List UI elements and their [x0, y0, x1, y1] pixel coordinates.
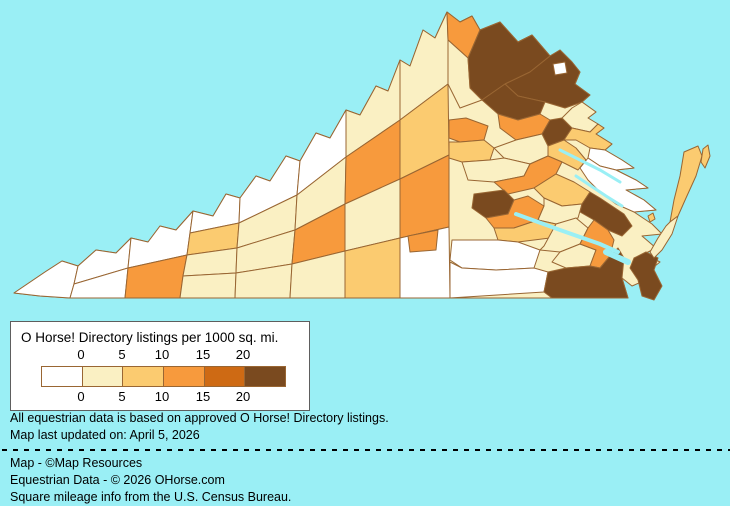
county-region — [407, 229, 439, 253]
county-region — [700, 144, 711, 169]
county-region — [552, 61, 568, 76]
legend-box: O Horse! Directory listings per 1000 sq.… — [10, 321, 310, 411]
county-region — [649, 215, 679, 259]
legend-swatch — [122, 367, 164, 386]
legend-tick-top: 5 — [118, 347, 126, 362]
river-rappahannock — [558, 148, 622, 184]
county-region — [448, 139, 495, 163]
map-credit: Map - ©Map Resources — [10, 456, 143, 470]
county-region — [579, 191, 633, 237]
county-region — [449, 261, 549, 299]
legend-swatch — [203, 367, 245, 386]
county-region — [647, 212, 656, 223]
legend-swatch — [244, 367, 286, 386]
legend-tick-bottom: 0 — [77, 389, 85, 404]
county-region — [563, 123, 613, 151]
county-region — [179, 272, 237, 299]
legend-tick-top: 0 — [77, 347, 85, 362]
county-region — [629, 251, 663, 301]
river-york — [574, 174, 624, 208]
county-region — [493, 155, 563, 195]
legend-swatch — [163, 367, 204, 386]
legend-tick-top: 20 — [235, 347, 251, 362]
legend-swatch — [81, 367, 123, 386]
river-james — [514, 212, 620, 254]
county-region — [579, 157, 657, 213]
data-source-note: All equestrian data is based on approved… — [10, 411, 389, 425]
virginia-county-map — [13, 11, 711, 301]
county-region — [543, 247, 629, 299]
legend-color-ramp — [41, 366, 286, 387]
water-hampton-roads — [603, 249, 631, 265]
legend-tick-bottom: 15 — [195, 389, 211, 404]
county-region — [669, 145, 703, 223]
legend-tick-bottom: 20 — [235, 389, 251, 404]
legend-tick-top: 15 — [195, 347, 211, 362]
census-credit: Square mileage info from the U.S. Census… — [10, 490, 292, 504]
data-credit: Equestrian Data - © 2026 OHorse.com — [10, 473, 225, 487]
dashed-divider — [2, 449, 730, 451]
legend-tick-top: 10 — [154, 347, 170, 362]
legend-tick-bottom: 10 — [154, 389, 170, 404]
last-updated-note: Map last updated on: April 5, 2026 — [10, 428, 200, 442]
legend-title: O Horse! Directory listings per 1000 sq.… — [21, 330, 279, 345]
county-region — [13, 260, 79, 299]
legend-tick-bottom: 5 — [118, 389, 126, 404]
legend-swatch — [42, 367, 82, 386]
